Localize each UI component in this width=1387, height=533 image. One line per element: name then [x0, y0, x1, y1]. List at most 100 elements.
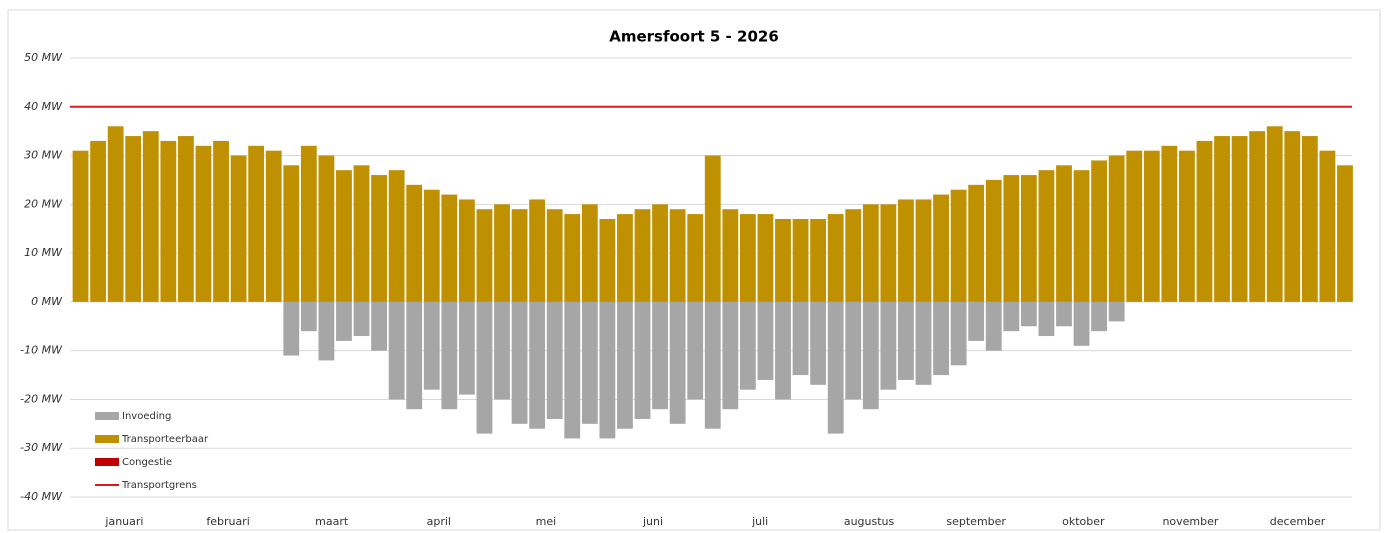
chart-title: Amersfoort 5 - 2026	[609, 28, 779, 46]
bar	[1091, 301, 1108, 332]
bar	[72, 150, 89, 302]
bar	[476, 301, 493, 434]
legend-marker	[95, 412, 119, 420]
bar	[1249, 131, 1266, 302]
bar	[1319, 150, 1336, 302]
bar	[915, 199, 932, 302]
legend-marker	[95, 435, 119, 443]
bar	[915, 301, 932, 385]
bar	[107, 126, 124, 302]
bar	[564, 214, 581, 302]
y-tick-label: -20 MW	[20, 392, 63, 405]
bar	[810, 301, 827, 385]
bar	[336, 170, 352, 302]
bar	[1214, 136, 1230, 302]
y-tick-label: 30 MW	[24, 149, 63, 162]
bar	[704, 301, 721, 429]
bar	[827, 214, 844, 302]
bar	[1126, 150, 1143, 302]
bar	[845, 301, 862, 400]
bar	[810, 218, 827, 302]
x-tick-label: december	[1270, 515, 1326, 528]
legend-label: Transportgrens	[121, 480, 197, 491]
y-tick-label: 20 MW	[24, 197, 63, 210]
bar	[880, 301, 897, 390]
bar	[546, 209, 563, 302]
bar	[564, 301, 581, 439]
bar	[1020, 301, 1037, 327]
bar	[1073, 170, 1090, 302]
bar	[529, 199, 546, 302]
x-tick-label: november	[1162, 515, 1218, 528]
bar	[739, 301, 756, 390]
bar	[406, 301, 423, 410]
bar	[757, 301, 774, 380]
bar	[1108, 155, 1125, 302]
bar	[283, 301, 300, 356]
bar	[617, 301, 633, 429]
bar	[1108, 301, 1125, 322]
y-tick-label: 10 MW	[24, 246, 63, 259]
bar	[862, 301, 879, 410]
legend-label: Transporteerbaar	[121, 434, 209, 445]
bar	[950, 301, 967, 366]
x-tick-label: januari	[104, 515, 143, 528]
bar	[775, 218, 791, 302]
legend-marker	[95, 458, 119, 466]
x-tick-label: april	[427, 515, 451, 528]
x-tick-label: mei	[536, 515, 557, 528]
bar	[371, 301, 387, 351]
bar	[230, 155, 247, 302]
bar	[142, 131, 159, 302]
y-tick-label: 40 MW	[24, 100, 63, 113]
legend-label: Invoeding	[122, 411, 171, 422]
bar	[581, 301, 598, 424]
bar	[581, 204, 598, 302]
bar	[985, 179, 1002, 302]
x-tick-label: juli	[751, 515, 768, 528]
bar	[1003, 175, 1020, 302]
x-tick-label: september	[946, 515, 1006, 528]
bar	[371, 175, 387, 302]
bar	[529, 301, 546, 429]
bar	[511, 209, 528, 302]
bar	[160, 140, 177, 302]
bar	[90, 140, 107, 302]
bar	[845, 209, 862, 302]
bar	[1196, 140, 1213, 302]
bar	[318, 301, 335, 361]
bar	[722, 209, 739, 302]
bar	[441, 194, 458, 302]
bar	[213, 140, 229, 302]
bar	[265, 150, 282, 302]
bar	[880, 204, 897, 302]
bar	[1143, 150, 1160, 302]
bar	[494, 204, 510, 302]
bar	[669, 301, 686, 424]
bar	[353, 165, 370, 302]
legend-label: Congestie	[122, 457, 172, 468]
bar	[704, 155, 721, 302]
bar	[898, 199, 914, 302]
bar	[388, 170, 405, 302]
y-tick-label: -30 MW	[20, 441, 63, 454]
x-tick-label: juni	[642, 515, 663, 528]
bar	[1038, 170, 1055, 302]
bar	[336, 301, 352, 341]
bar	[634, 301, 651, 419]
bar	[441, 301, 458, 410]
bar	[511, 301, 528, 424]
bar	[353, 301, 370, 337]
bar	[1179, 150, 1195, 302]
bar	[125, 136, 142, 302]
bar	[1020, 175, 1037, 302]
bar	[1056, 301, 1072, 327]
bar	[406, 184, 423, 302]
bar	[1003, 301, 1020, 332]
bar	[968, 301, 985, 341]
bar	[458, 301, 475, 395]
x-tick-label: augustus	[844, 515, 895, 528]
bar	[599, 218, 616, 302]
bar	[300, 145, 317, 302]
